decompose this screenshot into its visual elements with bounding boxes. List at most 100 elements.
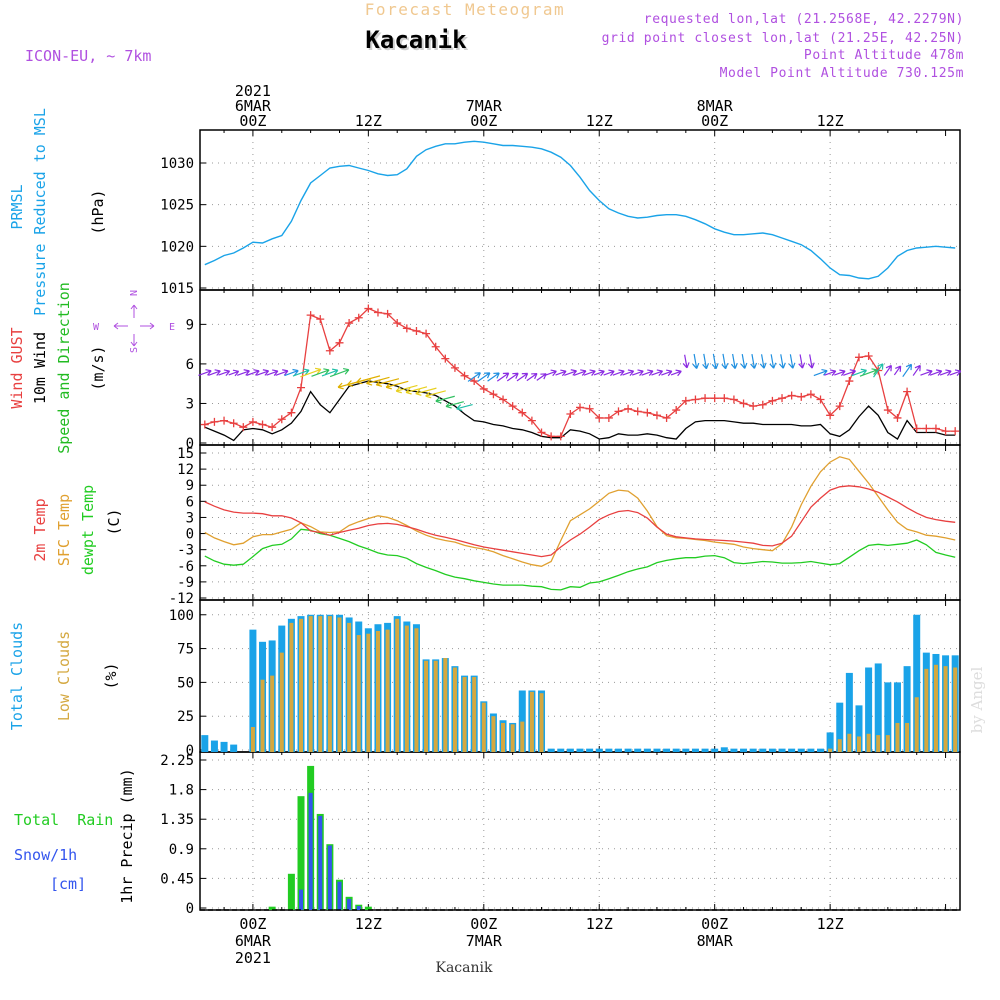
wind-gust-marker: [883, 406, 892, 415]
wind-direction-arrow: [321, 368, 339, 377]
temperature-ytick-label: 6: [186, 494, 194, 510]
wind-arrow-shape: [366, 376, 390, 386]
wind-gust-marker: [614, 407, 623, 416]
low-cloud-bar: [356, 635, 361, 752]
wind-arrow-shape: [740, 354, 748, 369]
wind-gust-marker: [479, 384, 488, 393]
wind-arrow-shape: [711, 353, 719, 370]
wind-direction-arrow: [843, 369, 856, 376]
wind-gust-marker: [595, 413, 604, 422]
wind-arrow-shape: [834, 369, 846, 377]
wind-gust-marker: [864, 352, 873, 360]
wind-arrow-shape: [415, 387, 437, 396]
wind-arrow-shape: [311, 368, 330, 377]
wind-arrow-shape: [702, 353, 710, 370]
wind-gust-marker: [835, 402, 844, 411]
bottom-time-label: 12Z: [355, 915, 382, 933]
low-cloud-bar: [462, 676, 467, 752]
clouds-ytick-label: 75: [177, 642, 194, 658]
wind-direction-arrow: [824, 369, 837, 376]
low-cloud-bar: [318, 616, 323, 752]
wind-gust-marker: [200, 420, 209, 429]
clouds-ytick-label: 50: [177, 675, 194, 691]
total-cloud-bar: [249, 629, 257, 752]
temp-title-dew: dewpt Temp: [79, 485, 97, 575]
wind-direction-arrow: [711, 353, 719, 370]
wind-arrow-shape: [435, 395, 455, 404]
wind-gust-marker: [556, 432, 565, 441]
wind-direction-arrow: [198, 369, 212, 376]
temperature-ytick-label: 12: [177, 462, 194, 478]
wind-direction-arrow: [292, 368, 310, 377]
bottom-time-label: 6MAR: [235, 932, 272, 950]
wind-direction-arrow: [366, 376, 390, 386]
top-time-label: 12Z: [586, 112, 613, 130]
total-cloud-bar: [874, 663, 882, 752]
total-cloud-bar: [836, 702, 844, 752]
low-cloud-bar: [866, 733, 871, 752]
wind-arrow-shape: [807, 354, 815, 369]
wind-arrow-shape: [769, 354, 777, 369]
precip-ylabel: 1hr Precip (mm): [118, 768, 136, 903]
wind-frame: [199, 289, 961, 446]
low-cloud-bar: [943, 666, 948, 752]
wind-gust-marker: [951, 427, 960, 436]
wind-direction-arrow: [939, 369, 952, 376]
low-cloud-bar: [433, 660, 438, 752]
bottom-time-label: 2021: [235, 949, 271, 967]
wind-direction-arrow: [506, 372, 519, 382]
total-cloud-bar: [653, 748, 661, 752]
wind-arrow-shape: [545, 369, 557, 377]
wind-direction-arrow: [788, 354, 796, 369]
wind-gust-marker: [393, 319, 402, 328]
wind-gust-marker: [335, 338, 344, 347]
bottom-time-label: 12Z: [586, 915, 613, 933]
precip-title-rain: Total Rain: [14, 811, 113, 829]
total-cloud-bar: [201, 735, 209, 752]
precip-ytick-label: 0.45: [160, 871, 194, 887]
wind-arrow-shape: [750, 354, 758, 369]
snow-bar: [299, 889, 304, 910]
low-cloud-bar: [424, 660, 429, 752]
wind-direction-arrow: [385, 380, 409, 390]
snow-bar: [327, 845, 332, 910]
wind-arrow-shape: [851, 368, 867, 377]
total-cloud-bar: [230, 744, 238, 752]
compass-west: W: [93, 322, 100, 333]
low-cloud-bar: [289, 622, 294, 752]
dewpoint-line: [204, 528, 956, 591]
total-cloud-bar: [691, 748, 699, 752]
wind-arrow-shape: [526, 372, 538, 382]
low-cloud-bar: [856, 736, 861, 752]
wind-gust-marker: [854, 353, 863, 362]
wind-gust-marker: [518, 408, 527, 417]
wind-arrow-shape: [651, 369, 664, 376]
total-cloud-bar: [749, 748, 757, 752]
pressure-ytick-label: 1025: [160, 198, 194, 214]
temperature-ytick-label: 15: [177, 446, 194, 462]
total-cloud-bar: [720, 747, 728, 752]
precip-ytick-label: 1.8: [169, 783, 194, 799]
low-cloud-bar: [250, 727, 255, 752]
wind-gust-marker: [710, 394, 719, 403]
low-cloud-bar: [327, 616, 332, 752]
wind-direction-arrow: [798, 354, 806, 369]
wind-direction-arrow: [555, 369, 567, 377]
wind-title-dir: Speed and Direction: [55, 282, 73, 454]
snow-bar: [308, 792, 313, 910]
wind-direction-arrow: [405, 386, 428, 395]
wind-gust-marker: [431, 342, 440, 351]
wind-gust-marker: [566, 410, 575, 418]
wind-arrow-shape: [813, 368, 828, 377]
wind-gust-marker: [345, 319, 354, 328]
wind-gust-marker: [450, 363, 459, 372]
total-cloud-bar: [672, 748, 680, 752]
wind-direction-arrow: [246, 369, 260, 376]
wind-direction-arrow: [266, 369, 279, 376]
rain-bar: [297, 796, 305, 910]
wind-gust-marker: [325, 346, 334, 355]
low-cloud-bar: [337, 617, 342, 752]
wind-direction-arrow: [851, 368, 867, 377]
wind-direction-arrow: [456, 403, 473, 412]
model-altitude: Model Point Altitude 730.125m: [720, 66, 964, 81]
